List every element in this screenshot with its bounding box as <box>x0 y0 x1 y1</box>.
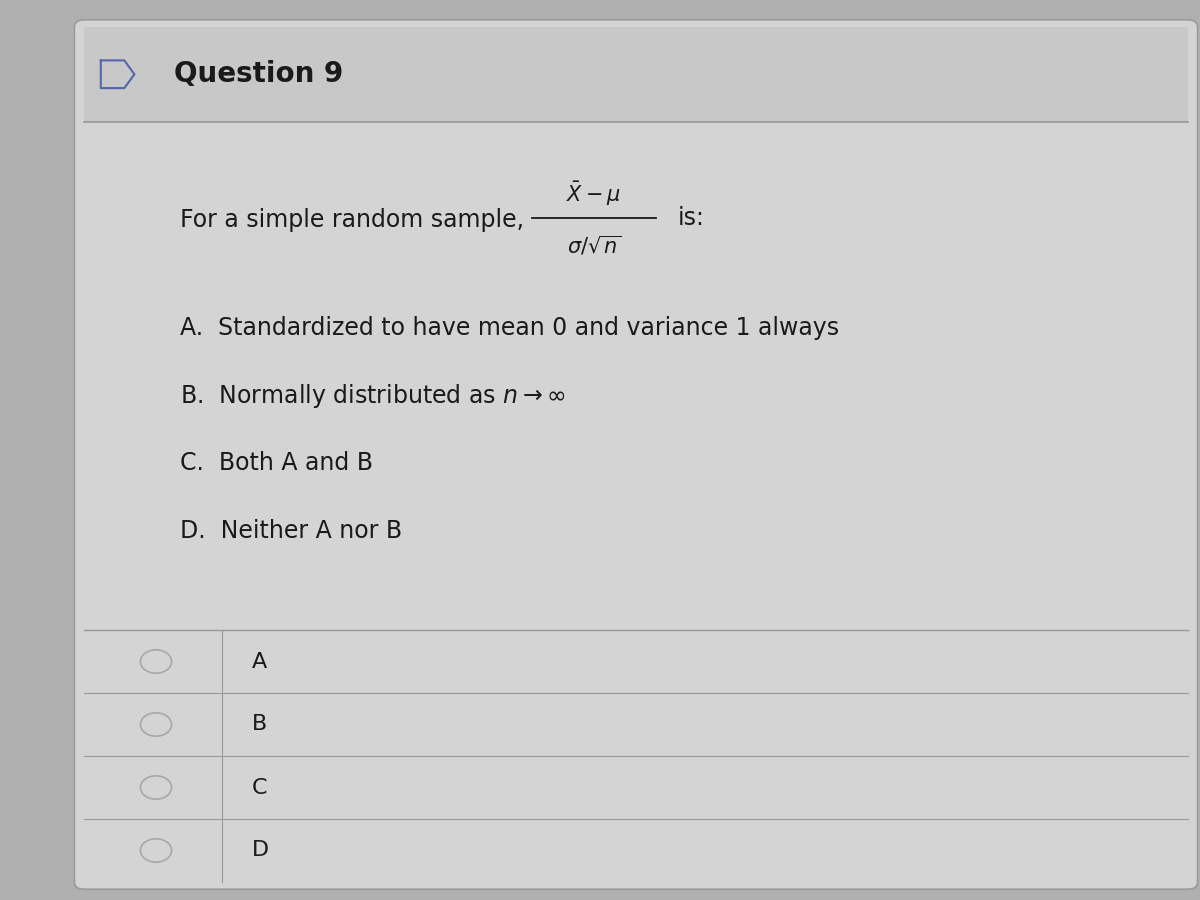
Text: C.  Both A and B: C. Both A and B <box>180 452 373 475</box>
Text: $\bar{X}-\mu$: $\bar{X}-\mu$ <box>566 179 622 208</box>
Text: D.  Neither A nor B: D. Neither A nor B <box>180 519 402 543</box>
Circle shape <box>140 839 172 862</box>
Text: B: B <box>252 715 268 734</box>
Text: C: C <box>252 778 268 797</box>
Text: $\sigma/\sqrt{n}$: $\sigma/\sqrt{n}$ <box>566 234 622 257</box>
Circle shape <box>140 713 172 736</box>
Text: A.  Standardized to have mean 0 and variance 1 always: A. Standardized to have mean 0 and varia… <box>180 317 839 340</box>
FancyBboxPatch shape <box>74 20 1198 889</box>
Text: Question 9: Question 9 <box>174 60 343 88</box>
Text: D: D <box>252 841 269 860</box>
Circle shape <box>140 776 172 799</box>
Text: B.  Normally distributed as $n \rightarrow \infty$: B. Normally distributed as $n \rightarro… <box>180 382 565 410</box>
FancyBboxPatch shape <box>84 27 1188 122</box>
Text: is:: is: <box>678 206 704 230</box>
Text: A: A <box>252 652 268 671</box>
Text: For a simple random sample,: For a simple random sample, <box>180 209 524 232</box>
Circle shape <box>140 650 172 673</box>
